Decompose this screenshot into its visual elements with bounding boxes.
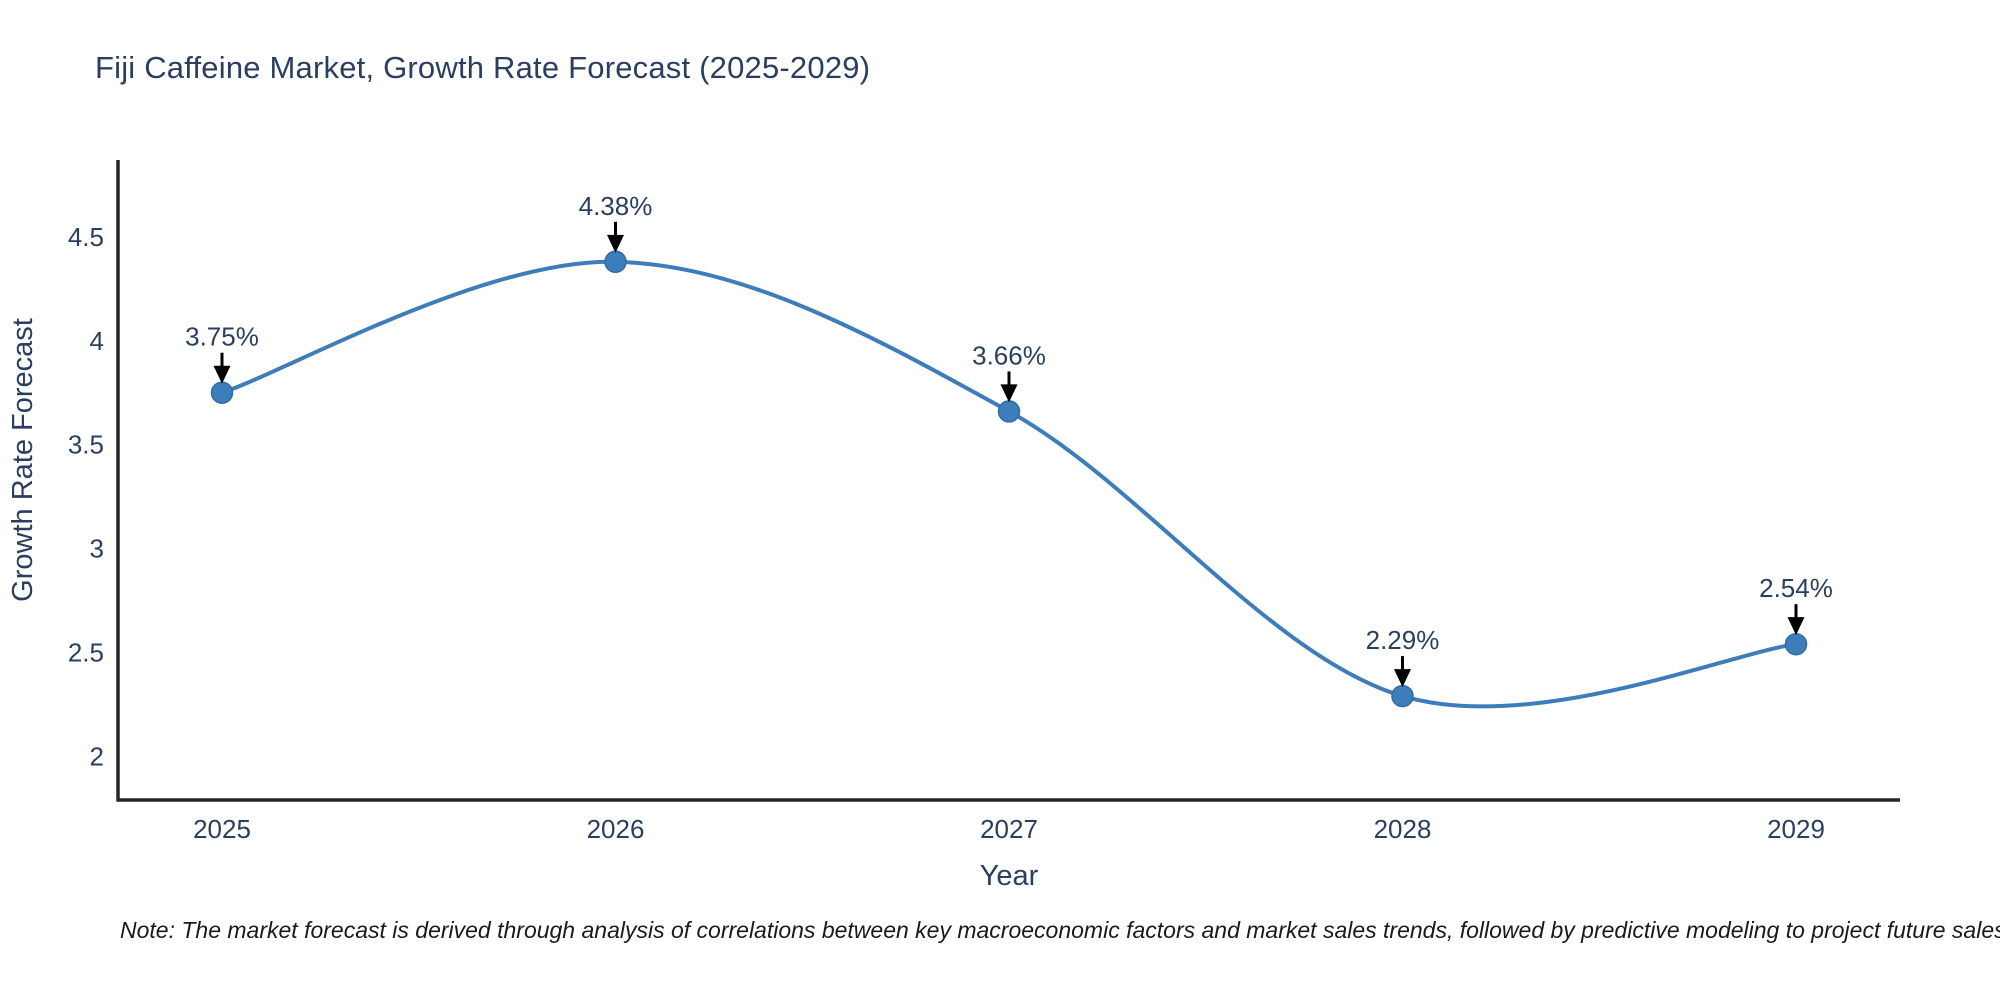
y-tick-label: 2 [90, 741, 104, 771]
annotation-arrowhead-icon [1394, 669, 1411, 688]
x-tick-label: 2027 [980, 814, 1038, 844]
y-axis-title: Growth Rate Forecast [7, 318, 39, 602]
data-point-marker[interactable] [1784, 632, 1808, 656]
point-annotation-label: 3.66% [972, 340, 1046, 370]
x-tick-label: 2028 [1374, 814, 1432, 844]
x-tick-label: 2026 [587, 814, 645, 844]
x-tick-label: 2029 [1767, 814, 1825, 844]
y-tick-label: 4 [90, 326, 104, 356]
x-axis-ticks: 2025 2026 2027 2028 2029 [193, 814, 1825, 844]
y-tick-label: 3.5 [68, 430, 104, 460]
y-tick-label: 4.5 [68, 222, 104, 252]
data-point-marker[interactable] [1391, 684, 1414, 708]
x-tick-label: 2025 [193, 814, 251, 844]
point-annotation: 3.75% [185, 322, 259, 384]
footnote: Note: The market forecast is derived thr… [120, 917, 2000, 943]
point-annotation-label: 2.54% [1759, 573, 1833, 603]
y-tick-label: 3 [90, 534, 104, 564]
point-annotation-label: 4.38% [579, 191, 653, 221]
chart-title: Fiji Caffeine Market, Growth Rate Foreca… [95, 50, 871, 85]
data-point-markers [210, 250, 1808, 708]
point-annotation: 2.29% [1366, 625, 1440, 688]
data-point-marker[interactable] [604, 250, 627, 274]
data-annotations: 3.75% 4.38% 3.66% 2.29% 2.54% [185, 191, 1833, 688]
annotation-arrowhead-icon [1787, 617, 1805, 636]
point-annotation: 3.66% [972, 340, 1046, 403]
axes [116, 160, 1900, 802]
x-axis-title: Year [980, 860, 1039, 892]
point-annotation: 2.54% [1759, 573, 1833, 636]
series-line [220, 259, 1798, 709]
y-tick-label: 2.5 [68, 637, 104, 667]
point-annotation-label: 3.75% [185, 322, 259, 352]
point-annotation-label: 2.29% [1366, 625, 1440, 655]
point-annotation: 4.38% [579, 191, 653, 253]
annotation-arrowhead-icon [213, 365, 231, 384]
annotation-arrowhead-icon [1000, 384, 1018, 403]
y-axis-ticks: 2 2.5 3 3.5 4 4.5 [68, 222, 104, 771]
data-point-marker[interactable] [997, 400, 1021, 423]
data-point-marker[interactable] [210, 381, 234, 404]
annotation-arrowhead-icon [607, 234, 624, 253]
